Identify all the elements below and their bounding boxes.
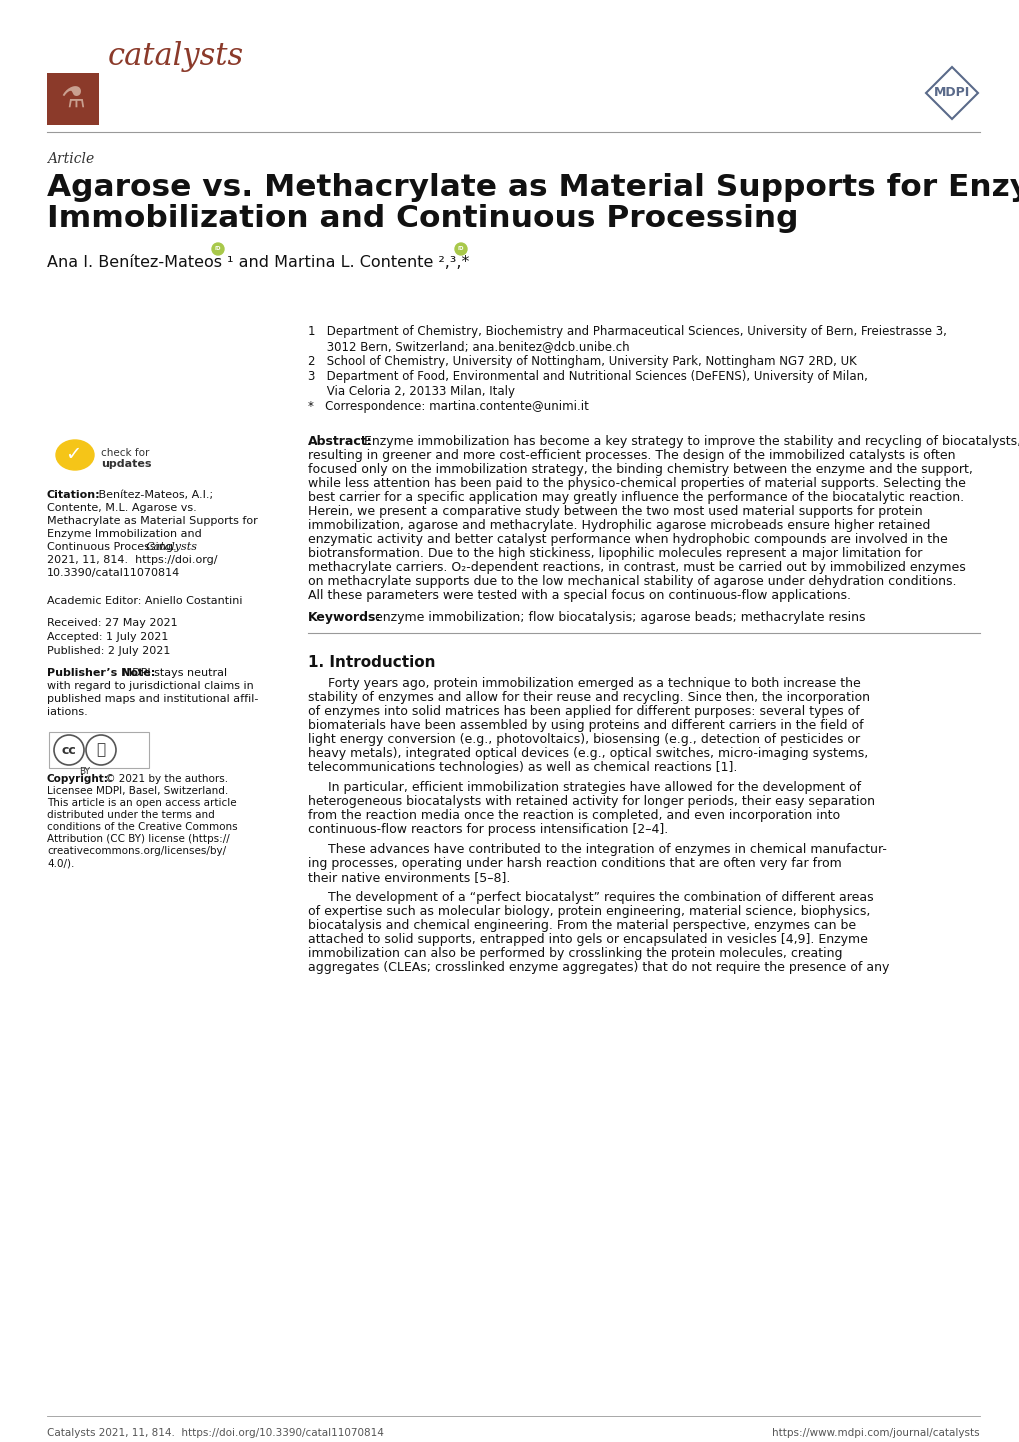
Text: with regard to jurisdictional claims in: with regard to jurisdictional claims in [47, 681, 254, 691]
Text: Methacrylate as Material Supports for: Methacrylate as Material Supports for [47, 516, 258, 526]
Text: published maps and institutional affil-: published maps and institutional affil- [47, 694, 258, 704]
Text: while less attention has been paid to the physico-chemical properties of materia: while less attention has been paid to th… [308, 477, 965, 490]
Text: *   Correspondence: martina.contente@unimi.it: * Correspondence: martina.contente@unimi… [308, 399, 588, 412]
Text: from the reaction media once the reaction is completed, and even incorporation i: from the reaction media once the reactio… [308, 809, 840, 822]
Text: immobilization, agarose and methacrylate. Hydrophilic agarose microbeads ensure : immobilization, agarose and methacrylate… [308, 519, 929, 532]
Text: distributed under the terms and: distributed under the terms and [47, 810, 215, 820]
Text: best carrier for a specific application may greatly influence the performance of: best carrier for a specific application … [308, 490, 963, 505]
Text: creativecommons.org/licenses/by/: creativecommons.org/licenses/by/ [47, 846, 226, 857]
Text: Continuous Processing.: Continuous Processing. [47, 542, 180, 552]
Text: 2   School of Chemistry, University of Nottingham, University Park, Nottingham N: 2 School of Chemistry, University of Not… [308, 355, 856, 368]
Text: Accepted: 1 July 2021: Accepted: 1 July 2021 [47, 632, 168, 642]
Text: biotransformation. Due to the high stickiness, lipophilic molecules represent a : biotransformation. Due to the high stick… [308, 547, 921, 559]
Text: Immobilization and Continuous Processing: Immobilization and Continuous Processing [47, 203, 798, 234]
Text: https://www.mdpi.com/journal/catalysts: https://www.mdpi.com/journal/catalysts [771, 1428, 979, 1438]
Text: Copyright:: Copyright: [47, 774, 109, 784]
Text: 10.3390/catal11070814: 10.3390/catal11070814 [47, 568, 180, 578]
Text: Benítez-Mateos, A.I.;: Benítez-Mateos, A.I.; [95, 490, 213, 500]
Text: Via Celoria 2, 20133 Milan, Italy: Via Celoria 2, 20133 Milan, Italy [308, 385, 515, 398]
Text: iD: iD [458, 247, 464, 251]
Text: These advances have contributed to the integration of enzymes in chemical manufa: These advances have contributed to the i… [328, 844, 886, 857]
Text: Licensee MDPI, Basel, Switzerland.: Licensee MDPI, Basel, Switzerland. [47, 786, 228, 796]
Text: Forty years ago, protein immobilization emerged as a technique to both increase : Forty years ago, protein immobilization … [328, 676, 860, 691]
Text: Published: 2 July 2021: Published: 2 July 2021 [47, 646, 170, 656]
Text: enzymatic activity and better catalyst performance when hydrophobic compounds ar: enzymatic activity and better catalyst p… [308, 534, 947, 547]
Text: Citation:: Citation: [47, 490, 101, 500]
Ellipse shape [56, 440, 94, 470]
Text: Enzyme immobilization has become a key strategy to improve the stability and rec: Enzyme immobilization has become a key s… [364, 435, 1019, 448]
Text: biocatalysis and chemical engineering. From the material perspective, enzymes ca: biocatalysis and chemical engineering. F… [308, 919, 855, 932]
Text: Catalysts 2021, 11, 814.  https://doi.org/10.3390/catal11070814: Catalysts 2021, 11, 814. https://doi.org… [47, 1428, 383, 1438]
Text: resulting in greener and more cost-efficient processes. The design of the immobi: resulting in greener and more cost-effic… [308, 448, 955, 461]
Text: iations.: iations. [47, 707, 88, 717]
Text: In particular, efficient immobilization strategies have allowed for the developm: In particular, efficient immobilization … [328, 782, 860, 795]
FancyBboxPatch shape [49, 733, 149, 769]
Text: light energy conversion (e.g., photovoltaics), biosensing (e.g., detection of pe: light energy conversion (e.g., photovolt… [308, 733, 859, 746]
Text: Academic Editor: Aniello Costantini: Academic Editor: Aniello Costantini [47, 596, 243, 606]
Text: BY: BY [79, 767, 91, 776]
Text: 1   Department of Chemistry, Biochemistry and Pharmaceutical Sciences, Universit: 1 Department of Chemistry, Biochemistry … [308, 324, 946, 337]
Text: immobilization can also be performed by crosslinking the protein molecules, crea: immobilization can also be performed by … [308, 947, 842, 960]
Text: Agarose vs. Methacrylate as Material Supports for Enzyme: Agarose vs. Methacrylate as Material Sup… [47, 173, 1019, 202]
Text: aggregates (CLEAs; crosslinked enzyme aggregates) that do not require the presen: aggregates (CLEAs; crosslinked enzyme ag… [308, 960, 889, 973]
Text: ✓: ✓ [65, 446, 82, 464]
Text: Publisher’s Note:: Publisher’s Note: [47, 668, 155, 678]
Text: This article is an open access article: This article is an open access article [47, 797, 236, 808]
Text: heavy metals), integrated optical devices (e.g., optical switches, micro-imaging: heavy metals), integrated optical device… [308, 747, 867, 760]
Circle shape [454, 244, 467, 255]
Text: of expertise such as molecular biology, protein engineering, material science, b: of expertise such as molecular biology, … [308, 906, 869, 919]
Text: attached to solid supports, entrapped into gels or encapsulated in vesicles [4,9: attached to solid supports, entrapped in… [308, 933, 867, 946]
Text: continuous-flow reactors for process intensification [2–4].: continuous-flow reactors for process int… [308, 823, 667, 836]
Text: © 2021 by the authors.: © 2021 by the authors. [102, 774, 228, 784]
Text: check for: check for [101, 448, 149, 459]
Text: Enzyme Immobilization and: Enzyme Immobilization and [47, 529, 202, 539]
Text: Received: 27 May 2021: Received: 27 May 2021 [47, 619, 177, 629]
Circle shape [212, 244, 224, 255]
Text: iD: iD [215, 247, 221, 251]
Text: Ana I. Benítez-Mateos ¹ and Martina L. Contente ²,³,*: Ana I. Benítez-Mateos ¹ and Martina L. C… [47, 255, 469, 270]
Text: Abstract:: Abstract: [308, 435, 372, 448]
Text: Keywords:: Keywords: [308, 611, 381, 624]
Text: 2021, 11, 814.  https://doi.org/: 2021, 11, 814. https://doi.org/ [47, 555, 217, 565]
Text: updates: updates [101, 459, 152, 469]
Text: 3   Department of Food, Environmental and Nutritional Sciences (DeFENS), Univers: 3 Department of Food, Environmental and … [308, 371, 867, 384]
Text: stability of enzymes and allow for their reuse and recycling. Since then, the in: stability of enzymes and allow for their… [308, 691, 869, 704]
Text: focused only on the immobilization strategy, the binding chemistry between the e: focused only on the immobilization strat… [308, 463, 972, 476]
Text: Ⓘ: Ⓘ [97, 743, 105, 757]
Text: conditions of the Creative Commons: conditions of the Creative Commons [47, 822, 237, 832]
Text: Contente, M.L. Agarose vs.: Contente, M.L. Agarose vs. [47, 503, 197, 513]
Text: Catalysts: Catalysts [146, 542, 198, 552]
Text: of enzymes into solid matrices has been applied for different purposes: several : of enzymes into solid matrices has been … [308, 705, 859, 718]
Text: biomaterials have been assembled by using proteins and different carriers in the: biomaterials have been assembled by usin… [308, 720, 863, 733]
Text: Article: Article [47, 151, 94, 166]
Text: ing processes, operating under harsh reaction conditions that are often very far: ing processes, operating under harsh rea… [308, 857, 841, 870]
FancyBboxPatch shape [47, 74, 99, 125]
Text: 3012 Bern, Switzerland; ana.benitez@dcb.unibe.ch: 3012 Bern, Switzerland; ana.benitez@dcb.… [308, 340, 629, 353]
Text: The development of a “perfect biocatalyst” requires the combination of different: The development of a “perfect biocatalys… [328, 891, 872, 904]
Text: heterogeneous biocatalysts with retained activity for longer periods, their easy: heterogeneous biocatalysts with retained… [308, 795, 874, 808]
Text: methacrylate carriers. O₂-dependent reactions, in contrast, must be carried out : methacrylate carriers. O₂-dependent reac… [308, 561, 965, 574]
Text: MDPI stays neutral: MDPI stays neutral [119, 668, 227, 678]
Text: ⚗: ⚗ [60, 87, 86, 114]
Text: Herein, we present a comparative study between the two most used material suppor: Herein, we present a comparative study b… [308, 505, 922, 518]
Circle shape [54, 735, 84, 766]
Text: enzyme immobilization; flow biocatalysis; agarose beads; methacrylate resins: enzyme immobilization; flow biocatalysis… [375, 611, 865, 624]
Text: 1. Introduction: 1. Introduction [308, 655, 435, 671]
Text: their native environments [5–8].: their native environments [5–8]. [308, 871, 510, 884]
Text: catalysts: catalysts [108, 40, 244, 72]
Circle shape [86, 735, 116, 766]
Text: All these parameters were tested with a special focus on continuous-flow applica: All these parameters were tested with a … [308, 588, 850, 601]
Text: MDPI: MDPI [933, 87, 969, 99]
Text: Attribution (CC BY) license (https://: Attribution (CC BY) license (https:// [47, 833, 229, 844]
Text: cc: cc [61, 744, 76, 757]
Text: 4.0/).: 4.0/). [47, 858, 74, 868]
Text: on methacrylate supports due to the low mechanical stability of agarose under de: on methacrylate supports due to the low … [308, 575, 956, 588]
Text: telecommunications technologies) as well as chemical reactions [1].: telecommunications technologies) as well… [308, 761, 737, 774]
